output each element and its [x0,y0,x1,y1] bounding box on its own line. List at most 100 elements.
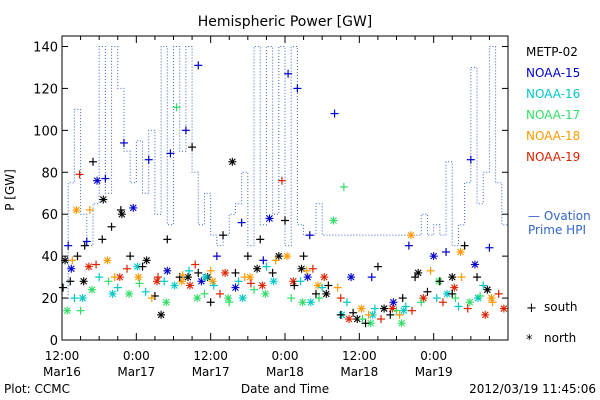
south-marker [231,268,240,277]
north-marker-d2 [430,252,438,260]
north-marker [470,260,479,269]
north-marker-d2 [448,273,456,281]
north-marker [253,264,262,273]
south-marker [141,287,150,296]
north-marker [142,256,151,265]
north-marker [269,277,278,286]
south-marker [107,222,116,231]
north-marker-d2 [367,319,375,327]
south-marker [358,315,367,324]
north-marker-d2 [162,298,170,306]
south-marker [163,235,172,244]
x-tick-date: Mar17 [192,365,230,379]
south-marker [451,294,460,303]
north-marker-d2 [239,294,247,302]
north-marker [487,294,496,303]
north-marker-d2 [63,307,71,315]
north-marker-d2 [129,204,137,212]
y-tick-label: 40 [41,250,58,265]
north-marker [170,281,179,290]
y-tick-label: 120 [33,82,58,97]
south-symbol: + [526,301,537,316]
south-marker [219,231,228,240]
south-marker [98,235,107,244]
south-marker [271,256,280,265]
legend-entry: METP-02 [526,45,578,59]
south-marker [305,231,314,240]
south-marker [454,302,463,311]
south-marker [126,252,135,261]
north-marker-d2 [184,273,192,281]
north-label: north [544,331,576,345]
south-marker [191,260,200,269]
north-marker [228,157,237,166]
north-marker [63,306,72,315]
north-marker-d2 [163,267,171,275]
north-marker-d2 [153,277,161,285]
south-marker [284,69,293,78]
north-marker [265,214,274,223]
south-marker [138,262,147,271]
north-marker-d2 [353,315,361,323]
north-marker-d2 [118,210,126,218]
south-marker [281,216,289,225]
south-marker [308,264,317,273]
y-tick-label: 80 [41,166,58,181]
plot-area [59,35,509,341]
marker-legend-south: + south [526,300,578,316]
south-marker [466,155,475,164]
south-marker [370,304,379,313]
south-marker [302,266,311,275]
north-marker-d2 [481,311,489,319]
north-marker [72,206,81,215]
south-marker [88,157,97,166]
south-marker [494,289,503,298]
footer-plot-source: Plot: CCMC [4,382,70,396]
north-marker [456,247,465,256]
south-marker [426,266,435,275]
north-marker-d2 [228,158,236,166]
north-marker-d2 [125,290,133,298]
south-marker [194,61,203,70]
south-marker [82,237,91,246]
south-marker [299,252,308,261]
south-marker [194,268,203,277]
south-marker [268,268,277,277]
x-tick-date: Mar18 [340,365,378,379]
x-tick-date: Mar16 [43,365,81,379]
north-marker-d2 [116,273,124,281]
north-marker-d2 [88,286,96,294]
north-marker-d2 [133,263,141,271]
north-marker-d2 [93,177,101,185]
south-marker [66,277,75,286]
north-marker [399,306,408,315]
north-marker-d2 [345,315,353,323]
north-marker-d2 [109,290,116,298]
north-marker-d2 [266,215,273,222]
south-marker [92,260,101,269]
north-marker-d2 [450,284,458,291]
south-marker [160,277,169,286]
x-tick-time: 0:00 [420,349,447,363]
south-marker [101,174,110,183]
south-marker [407,306,416,315]
north-marker [303,273,312,282]
south-marker [147,294,156,303]
north-marker-d2 [298,265,305,273]
legend-entry: NOAA-17 [526,108,580,122]
south-marker [457,273,466,282]
north-marker [389,298,398,307]
south-marker [262,262,271,271]
south-marker [119,138,128,147]
ovation-legend-line1: — Ovation [528,209,591,223]
north-marker-d2 [299,298,306,306]
south-marker [463,304,472,313]
x-tick-time: 12:00 [342,349,377,363]
south-marker [333,283,342,292]
north-marker [67,264,76,273]
north-marker [261,289,270,298]
south-marker [386,310,395,319]
south-marker [476,291,485,300]
north-marker-d2 [80,277,88,285]
